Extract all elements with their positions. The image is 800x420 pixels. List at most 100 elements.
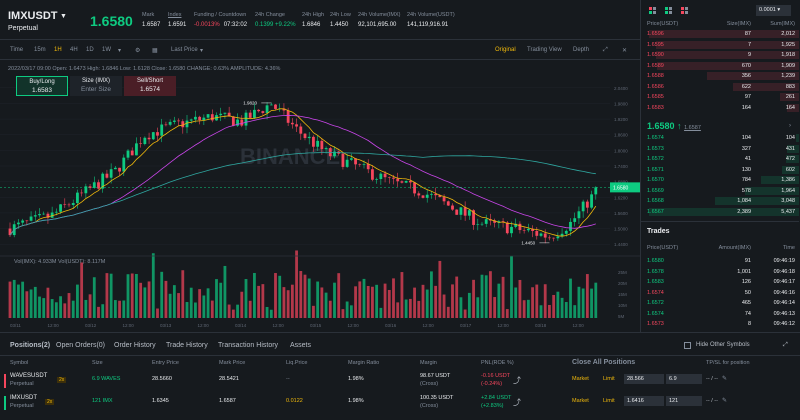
close-qty-input[interactable]: 121 [666, 396, 702, 406]
bid-row[interactable]: 1.6570 784 1,386 [641, 176, 799, 184]
interval-dropdown-icon[interactable]: ▾ [118, 48, 122, 54]
volume-bar [227, 304, 231, 318]
trades-col-price: Price(USDT) [647, 245, 679, 251]
close-price-input[interactable]: 1.6416 [624, 396, 664, 406]
tab-transaction-history[interactable]: Transaction History [218, 342, 279, 349]
hide-other-symbols-checkbox[interactable] [684, 342, 691, 349]
close-market-button[interactable]: Market [572, 398, 589, 404]
bid-row[interactable]: 1.6567 2,389 5,437 [641, 207, 799, 216]
position-entry-price: 28.5660 [152, 376, 172, 382]
tab-order-history[interactable]: Order History [114, 342, 156, 349]
bid-row[interactable]: 1.6574 104 104 [641, 134, 799, 142]
stat-3: 24h Change 0.1399 +9.22% [255, 12, 296, 28]
position-liq-price: 0.0122 [286, 398, 303, 404]
volume-bar [438, 260, 442, 318]
bid-row[interactable]: 1.6568 1,084 3,048 [641, 197, 799, 205]
candle-body [84, 186, 88, 194]
last-price-dropdown-icon[interactable]: ▾ [200, 48, 204, 54]
interval-time[interactable]: Time [10, 47, 24, 53]
fullscreen-icon[interactable]: ⤢ [603, 47, 608, 53]
bid-row[interactable]: 1.6569 578 1,964 [641, 186, 799, 195]
candle-body [59, 204, 62, 212]
ask-sum: 1,239 [781, 73, 795, 79]
symbol-name[interactable]: IMXUSDT [8, 10, 58, 22]
candle-body [535, 230, 539, 236]
ask-row[interactable]: 1.6585 97 261 [641, 93, 799, 101]
bid-row[interactable]: 1.6572 41 472 [641, 155, 799, 163]
trade-amount: 91 [744, 258, 751, 264]
interval-1w[interactable]: 1W [102, 47, 111, 53]
bid-row[interactable]: 1.6571 130 602 [641, 165, 799, 174]
ask-row[interactable]: 1.6583 164 164 [641, 103, 799, 112]
bid-row[interactable]: 1.6573 327 431 [641, 144, 799, 153]
size-input[interactable]: Size (IMX) Enter Size [70, 76, 122, 96]
interval-1d[interactable]: 1D [86, 47, 94, 53]
candle-body [442, 197, 446, 202]
ask-row[interactable]: 1.6586 622 883 [641, 82, 799, 91]
col-margin-ratio: Margin Ratio [348, 360, 380, 366]
position-mark-price: 28.5421 [219, 376, 239, 382]
close-qty-input[interactable]: 6.9 [666, 374, 702, 384]
interval-15m[interactable]: 15m [34, 47, 46, 53]
position-leverage-badge[interactable]: 2x [42, 399, 55, 405]
candlestick-chart[interactable]: 2.0400 1.9800 1.9200 1.8600 1.8000 1.7400 1.68… [0, 60, 640, 332]
tick-size-select[interactable]: 0.0001 ▾ [756, 5, 791, 16]
indicator-settings-icon[interactable]: ⚙ [135, 48, 141, 54]
ask-row[interactable]: 1.6596 87 2,012 [641, 30, 799, 38]
ask-row[interactable]: 1.6590 9 1,918 [641, 51, 799, 59]
close-limit-button[interactable]: Limit [603, 376, 615, 382]
time-tick: 03/14 [235, 323, 247, 328]
orderbook-asks-icon[interactable] [681, 7, 688, 14]
ask-row[interactable]: 1.6589 670 1,909 [641, 61, 799, 70]
expand-icon[interactable]: ⤢ [783, 342, 788, 348]
orderbook-bids-icon[interactable] [665, 7, 672, 14]
position-leverage-badge[interactable]: 2x [54, 377, 67, 383]
last-price-selector[interactable]: Last Price [171, 47, 198, 53]
volume-bar [151, 253, 155, 318]
symbol-dropdown-icon[interactable]: ▼ [60, 13, 67, 20]
time-tick: 12:00 [498, 323, 510, 328]
buy-long-button[interactable]: Buy/Long 1.6583 [16, 76, 68, 96]
tab-assets[interactable]: Assets [290, 342, 312, 349]
tab-trade-history[interactable]: Trade History [166, 342, 208, 349]
share-icon[interactable]: ⤴ [513, 398, 521, 407]
col-symbol: Symbol [10, 360, 29, 366]
volume-bar [21, 281, 25, 318]
interval-1h[interactable]: 1H [54, 47, 62, 53]
orderbook-more-icon[interactable]: › [789, 123, 791, 129]
stat-label[interactable]: Index [168, 12, 182, 18]
tpsl-value[interactable]: -- / -- [706, 398, 718, 404]
candle-body [101, 173, 105, 189]
tab-open-orders[interactable]: Open Orders(0) [56, 342, 106, 349]
volume-bar [518, 279, 522, 318]
chart-close-icon[interactable]: ✕ [622, 48, 628, 54]
tpsl-value[interactable]: -- / -- [706, 376, 718, 382]
orderbook-mid-price: 1.6580 ↑ 1.6587 [647, 121, 701, 131]
ask-sum: 1,925 [781, 41, 795, 48]
tpsl-edit-icon[interactable]: ✎ [722, 398, 728, 404]
tpsl-edit-icon[interactable]: ✎ [722, 376, 728, 382]
chart-grid-icon[interactable]: ▦ [152, 48, 158, 54]
ask-row[interactable]: 1.6588 356 1,239 [641, 72, 799, 80]
close-price-input[interactable]: 28.566 [624, 374, 664, 384]
close-limit-button[interactable]: Limit [603, 398, 615, 404]
volume-bar [223, 265, 227, 318]
price-tick: 1.4400 [614, 242, 628, 247]
price-chart[interactable]: 2.0400 1.9800 1.9200 1.8600 1.8000 1.7400 1.68… [0, 60, 640, 332]
view-trading-view[interactable]: Trading View [527, 47, 562, 53]
interval-4h[interactable]: 4H [70, 47, 78, 53]
view-depth[interactable]: Depth [573, 47, 590, 53]
candle-body [307, 136, 311, 139]
bid-price: 1.6571 [647, 166, 664, 173]
ask-row[interactable]: 1.6595 7 1,925 [641, 40, 799, 49]
close-market-button[interactable]: Market [572, 376, 589, 382]
view-original[interactable]: Original [495, 47, 516, 53]
tab-positions[interactable]: Positions(2) [10, 342, 51, 349]
candle-body [17, 222, 20, 225]
orderbook-both-icon[interactable] [649, 7, 656, 14]
volume-bar [88, 294, 92, 318]
share-icon[interactable]: ⤴ [513, 376, 521, 385]
close-all-positions-button[interactable]: Close All Positions [572, 359, 636, 366]
sell-short-button[interactable]: Sell/Short 1.6574 [124, 76, 176, 96]
bid-sum: 472 [785, 156, 795, 162]
